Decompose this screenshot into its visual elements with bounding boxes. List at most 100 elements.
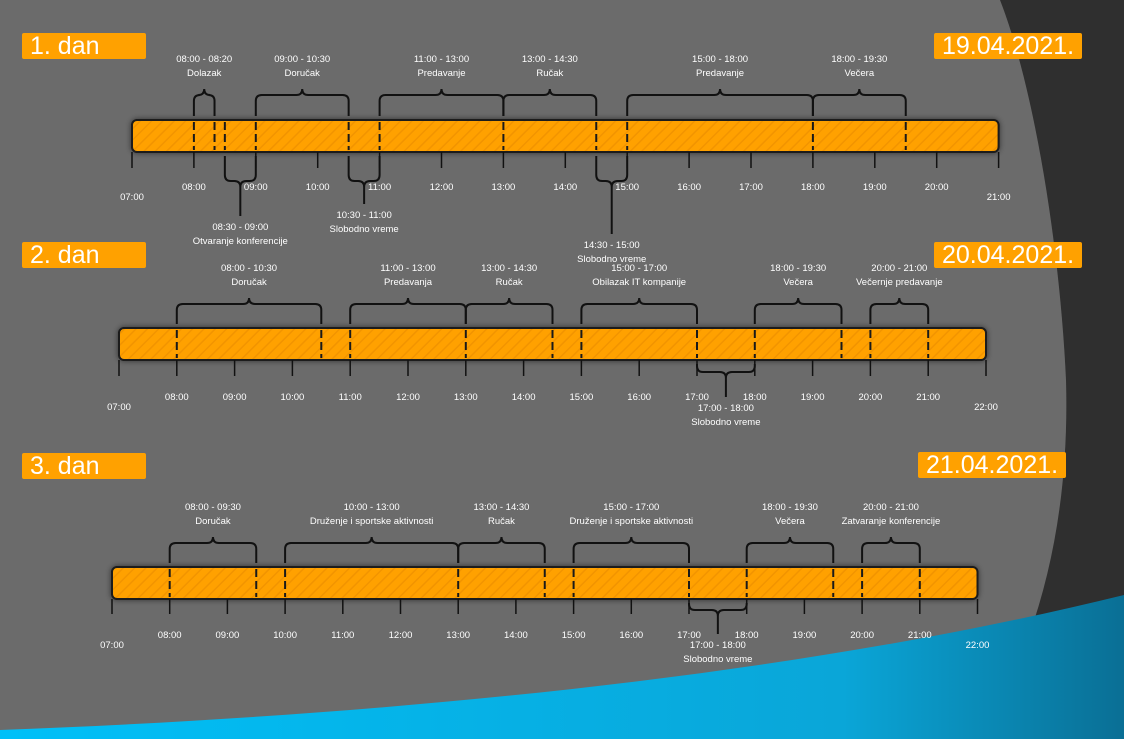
tick-label: 08:00 [165, 392, 189, 403]
tick-label: 22:00 [974, 402, 998, 413]
event-brace [811, 88, 907, 116]
tick-label: 11:00 [339, 392, 362, 403]
event-name: Slobodno vreme [577, 254, 646, 265]
tick-label: 10:00 [281, 392, 305, 403]
tick-label: 11:00 [331, 630, 354, 641]
event-brace [192, 88, 216, 116]
event-time: 20:00 - 21:00 [871, 263, 927, 274]
day-3-badge: 3. dan [22, 453, 146, 479]
blue-wave [0, 595, 1124, 739]
event-time: 20:00 - 21:00 [863, 502, 919, 513]
day-2-badge: 2. dan [22, 242, 146, 268]
tick-label: 18:00 [743, 392, 767, 403]
event-brace [284, 536, 460, 563]
tick-label: 18:00 [735, 630, 759, 641]
event-time: 08:00 - 10:30 [221, 263, 277, 274]
event-name: Obilazak IT kompanije [592, 277, 686, 288]
event-time: 15:00 - 17:00 [611, 263, 667, 274]
tick-label: 18:00 [801, 182, 825, 193]
tick-label: 07:00 [107, 402, 131, 413]
event-brace [254, 88, 350, 116]
event-name: Dolazak [187, 68, 222, 79]
tick-label: 09:00 [244, 182, 268, 193]
tick-label: 08:00 [158, 630, 182, 641]
tick-label: 21:00 [916, 392, 940, 403]
tick-label: 21:00 [908, 630, 932, 641]
tick-label: 13:00 [446, 630, 470, 641]
tick-label: 15:00 [562, 630, 586, 641]
event-name: Ručak [496, 277, 523, 288]
event-time: 15:00 - 17:00 [603, 502, 659, 513]
tick-label: 22:00 [966, 640, 990, 651]
tick-label: 10:00 [306, 182, 330, 193]
event-time: 17:00 - 18:00 [690, 640, 746, 651]
tick-label: 19:00 [801, 392, 825, 403]
tick-label: 15:00 [615, 182, 639, 193]
event-brace [626, 88, 814, 116]
tick-label: 14:00 [553, 182, 577, 193]
event-time: 14:30 - 15:00 [584, 240, 640, 251]
tick-label: 12:00 [430, 182, 454, 193]
event-name: Predavanje [696, 68, 744, 79]
event-name: Zatvaranje konferencije [842, 516, 941, 527]
tick-label: 14:00 [504, 630, 528, 641]
event-brace [378, 88, 505, 116]
tick-label: 17:00 [677, 630, 701, 641]
event-name: Ručak [488, 516, 515, 527]
tick-label: 19:00 [793, 630, 817, 641]
tick-label: 17:00 [739, 182, 763, 193]
tick-label: 11:00 [368, 182, 391, 193]
event-time: 13:00 - 14:30 [481, 263, 537, 274]
event-name: Predavanja [384, 277, 433, 288]
event-time: 18:00 - 19:30 [831, 54, 887, 65]
tick-label: 10:00 [273, 630, 297, 641]
event-time: 09:00 - 10:30 [274, 54, 330, 65]
event-time: 10:30 - 11:00 [336, 210, 391, 221]
day-2-date: 20.04.2021. [934, 242, 1083, 268]
event-name: Slobodno vreme [330, 224, 399, 235]
event-time: 11:00 - 13:00 [380, 263, 435, 274]
event-time: 10:00 - 13:00 [344, 502, 400, 513]
tick-label: 20:00 [859, 392, 883, 403]
event-name: Slobodno vreme [683, 654, 752, 665]
event-name: Druženje i sportske aktivnosti [570, 516, 694, 527]
event-time: 08:00 - 08:20 [176, 54, 232, 65]
tick-label: 08:00 [182, 182, 206, 193]
tick-label: 09:00 [223, 392, 247, 403]
event-time: 13:00 - 14:30 [522, 54, 578, 65]
event-brace [688, 603, 748, 617]
event-name: Doručak [231, 277, 267, 288]
event-time: 18:00 - 19:30 [762, 502, 818, 513]
event-time: 11:00 - 13:00 [414, 54, 469, 65]
tick-label: 16:00 [627, 392, 651, 403]
event-brace [464, 297, 554, 324]
event-name: Otvaranje konferencije [193, 236, 288, 247]
event-name: Druženje i sportske aktivnosti [310, 516, 434, 527]
grey-panel [0, 0, 1067, 739]
event-brace [753, 297, 843, 324]
event-brace [168, 536, 258, 563]
tick-label: 17:00 [685, 392, 709, 403]
tick-label: 21:00 [987, 192, 1011, 203]
event-brace [580, 297, 698, 324]
event-brace [175, 297, 323, 324]
tick-label: 12:00 [389, 630, 413, 641]
event-brace [745, 536, 835, 563]
tick-label: 19:00 [863, 182, 887, 193]
event-name: Večera [783, 277, 813, 288]
event-brace [869, 297, 930, 324]
timeline-day-3: 07:00 08:00 09:00 10:00 11:00 12:00 13:00 14:00… [100, 502, 989, 665]
tick-label: 07:00 [100, 640, 124, 651]
tick-label: 12:00 [396, 392, 420, 403]
tick-label: 20:00 [925, 182, 949, 193]
tick-label: 16:00 [619, 630, 643, 641]
event-time: 08:30 - 09:00 [212, 222, 268, 233]
event-name: Večera [775, 516, 805, 527]
tick-label: 16:00 [677, 182, 701, 193]
timeline-day-1: 07:00 08:00 09:00 10:00 11:00 12:00 13:00 14:00… [120, 54, 1010, 265]
event-brace [457, 536, 546, 563]
event-time: 08:00 - 09:30 [185, 502, 241, 513]
event-brace [696, 364, 756, 379]
event-brace [349, 297, 467, 324]
